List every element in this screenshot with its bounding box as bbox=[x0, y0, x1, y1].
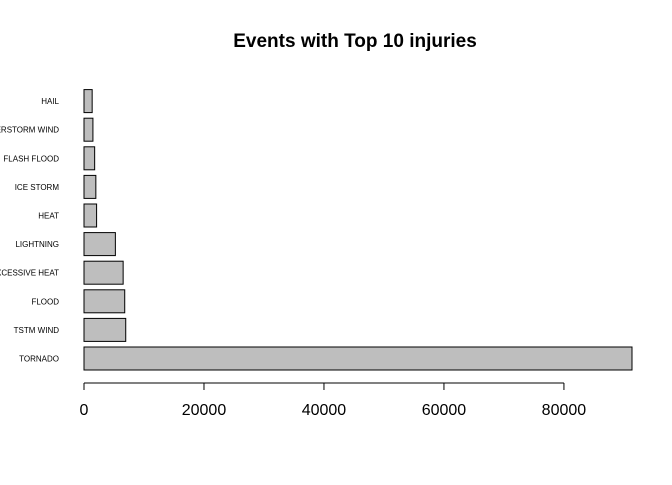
category-label-flood: FLOOD bbox=[31, 297, 59, 306]
category-label-tstm-wind: TSTM WIND bbox=[14, 326, 60, 335]
x-tick-label: 0 bbox=[80, 402, 89, 419]
category-label-flash-flood: FLASH FLOOD bbox=[3, 154, 59, 163]
category-label-hail: HAIL bbox=[41, 97, 59, 106]
category-label-lightning: LIGHTNING bbox=[15, 240, 59, 249]
bar-heat bbox=[83, 203, 98, 228]
bar-lightning bbox=[83, 232, 116, 257]
bar-flash-flood bbox=[83, 146, 96, 171]
bar-tstm-wind bbox=[83, 317, 127, 342]
chart-title: Events with Top 10 injuries bbox=[233, 31, 477, 52]
x-tick-label: 20000 bbox=[182, 402, 227, 419]
category-label-thunderstorm-wind: THUNDERSTORM WIND bbox=[0, 126, 59, 135]
category-label-excessive-heat: EXCESSIVE HEAT bbox=[0, 269, 59, 278]
bar-flood bbox=[83, 289, 126, 314]
category-labels-group: TORNADO TSTM WIND FLOOD EXCESSIVE HEAT LIGHT… bbox=[0, 97, 60, 363]
bar-hail bbox=[83, 89, 93, 114]
x-tick-label: 80000 bbox=[542, 402, 587, 419]
category-label-ice-storm: ICE STORM bbox=[15, 183, 60, 192]
bar-thunderstorm-wind bbox=[83, 117, 94, 142]
bar-excessive-heat bbox=[83, 260, 124, 285]
x-axis: 0 20000 40000 60000 80000 bbox=[80, 382, 587, 419]
bar-tornado bbox=[83, 346, 633, 371]
x-tick-label: 40000 bbox=[302, 402, 347, 419]
category-label-tornado: TORNADO bbox=[19, 355, 59, 364]
category-label-heat: HEAT bbox=[38, 212, 59, 221]
bars-group bbox=[83, 89, 633, 371]
x-tick-label: 60000 bbox=[422, 402, 467, 419]
bar-ice-storm bbox=[83, 174, 97, 199]
